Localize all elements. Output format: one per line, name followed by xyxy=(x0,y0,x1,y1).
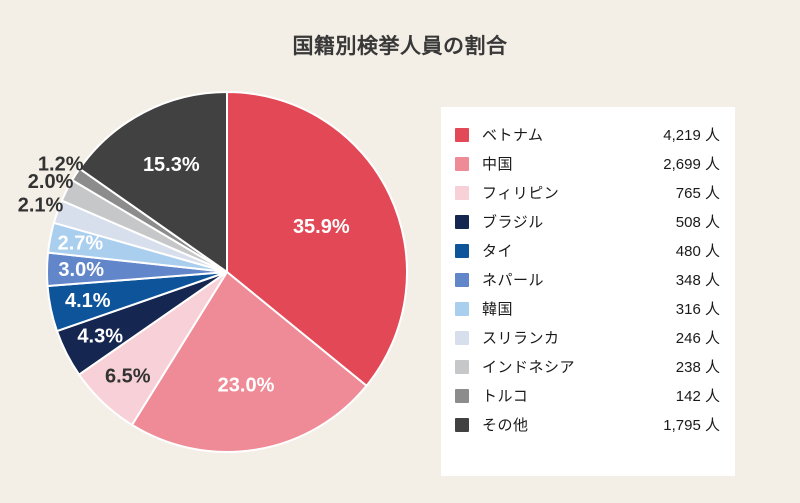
pie-percent-label-1: 23.0% xyxy=(218,375,275,397)
legend-item-5: ネパール 348 人 xyxy=(441,265,735,294)
legend-item-8: インドネシア 238 人 xyxy=(441,352,735,381)
legend-value: 508 人 xyxy=(675,214,720,231)
legend-value: 142 人 xyxy=(675,388,720,405)
legend: ベトナム 4,219 人中国 2,699 人フィリピン 765 人ブラジル 508 人タ… xyxy=(441,107,735,476)
legend-label: ネパール xyxy=(482,272,545,289)
legend-item-2: フィリピン 765 人 xyxy=(441,178,735,207)
legend-label: 中国 xyxy=(482,156,514,173)
pie-slice-1 xyxy=(131,271,368,453)
pie-percent-label-5: 3.0% xyxy=(58,259,104,281)
legend-swatch-3 xyxy=(455,214,469,229)
pie-percent-label-2: 6.5% xyxy=(105,365,151,387)
legend-label: スリランカ xyxy=(482,330,560,347)
legend-swatch-5 xyxy=(455,272,469,287)
legend-label: インドネシア xyxy=(482,359,576,376)
pie-percent-label-0: 35.9% xyxy=(293,216,350,238)
legend-value: 2,699 人 xyxy=(663,156,720,173)
legend-label: タイ xyxy=(482,243,514,260)
pie-percent-label-6: 2.7% xyxy=(58,232,104,254)
legend-item-3: ブラジル 508 人 xyxy=(441,207,735,236)
legend-swatch-6 xyxy=(455,301,469,316)
legend-label: トルコ xyxy=(482,388,529,405)
legend-value: 1,795 人 xyxy=(663,417,720,434)
pie-percent-label-10: 15.3% xyxy=(143,154,200,176)
legend-value: 246 人 xyxy=(675,330,720,347)
legend-item-6: 韓国 316 人 xyxy=(441,294,735,323)
legend-label: その他 xyxy=(482,417,529,434)
legend-item-10: その他 1,795 人 xyxy=(441,410,735,439)
chart-title: 国籍別検挙人員の割合 xyxy=(292,35,508,58)
legend-value: 480 人 xyxy=(675,243,720,260)
legend-swatch-1 xyxy=(455,156,469,171)
legend-value: 348 人 xyxy=(675,272,720,289)
legend-swatch-4 xyxy=(455,243,469,258)
pie-slice-10 xyxy=(78,91,228,273)
legend-value: 4,219 人 xyxy=(663,127,720,144)
legend-swatch-7 xyxy=(455,330,469,345)
pie-percent-label-4: 4.1% xyxy=(65,290,111,312)
legend-item-1: 中国 2,699 人 xyxy=(441,149,735,178)
legend-swatch-0 xyxy=(455,127,469,142)
pie-percent-label-7: 2.1% xyxy=(18,195,64,217)
legend-item-7: スリランカ 246 人 xyxy=(441,323,735,352)
legend-label: ベトナム xyxy=(482,127,544,144)
pie-percent-label-9: 1.2% xyxy=(38,154,84,176)
legend-item-9: トルコ 142 人 xyxy=(441,381,735,410)
legend-label: 韓国 xyxy=(482,301,514,318)
pie-chart: 35.9% 23.0% 6.5% 4.3% 4.1% 3.0% 2.7% 2.1%2.0%1.… xyxy=(18,91,408,453)
legend-swatch-8 xyxy=(455,359,469,374)
legend-label: ブラジル xyxy=(482,214,544,231)
legend-swatch-2 xyxy=(455,185,469,200)
pie-percent-label-3: 4.3% xyxy=(77,325,123,347)
legend-swatch-9 xyxy=(455,388,469,403)
legend-value: 316 人 xyxy=(675,301,720,318)
legend-label: フィリピン xyxy=(482,185,560,202)
legend-value: 765 人 xyxy=(675,185,720,202)
pie-percent-label-8: 2.0% xyxy=(28,171,74,193)
legend-item-0: ベトナム 4,219 人 xyxy=(441,120,735,149)
legend-swatch-10 xyxy=(455,417,469,432)
legend-value: 238 人 xyxy=(675,359,720,376)
pie-slice-0 xyxy=(226,91,408,387)
legend-item-4: タイ 480 人 xyxy=(441,236,735,265)
